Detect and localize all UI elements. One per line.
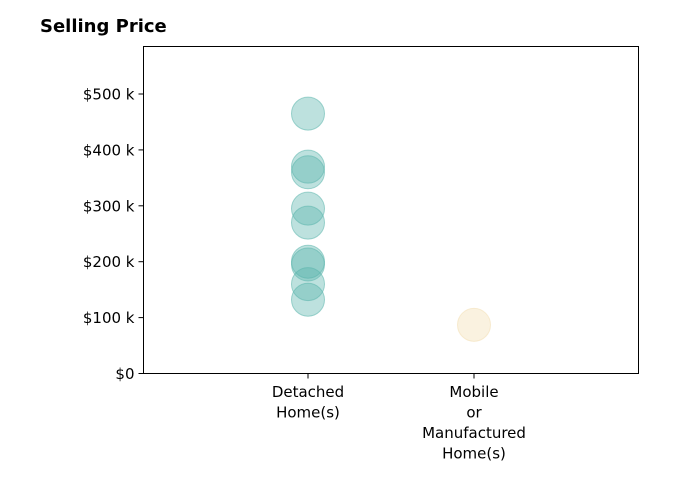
y-tick-label: $400 k [83,141,135,159]
x-tick-label-line: Manufactured [422,424,526,442]
x-tick-label-line: Detached [272,383,344,401]
x-tick-label: Mobile or Manufactured Home(s) [422,383,526,463]
x-tick-label-line: Home(s) [442,445,506,463]
x-tick-label-line: Home(s) [276,404,340,422]
y-tick-label: $300 k [83,197,135,215]
y-tick-label: $500 k [83,86,135,104]
x-tick-label: Detached Home(s) [272,383,344,422]
y-tick-label: $100 k [83,309,135,327]
x-tick-label-line: Mobile [449,383,498,401]
data-point [457,307,491,342]
y-tick-label: $0 [115,365,134,383]
data-point [291,155,325,190]
y-tick-label: $200 k [83,253,135,271]
data-points [291,96,491,342]
y-axis: $0 $100 k $200 k $300 k $400 k $500 k [83,86,144,383]
data-point [291,282,325,317]
data-point [291,96,325,131]
data-point [291,191,325,226]
data-point [291,247,325,282]
data-point [291,205,325,240]
plot-frame [143,46,639,374]
data-point [291,267,325,302]
chart-title: Selling Price [40,16,167,37]
x-axis: Detached Home(s) Mobile or Manufactured Home(… [272,373,526,463]
x-tick-label-line: or [466,404,482,422]
